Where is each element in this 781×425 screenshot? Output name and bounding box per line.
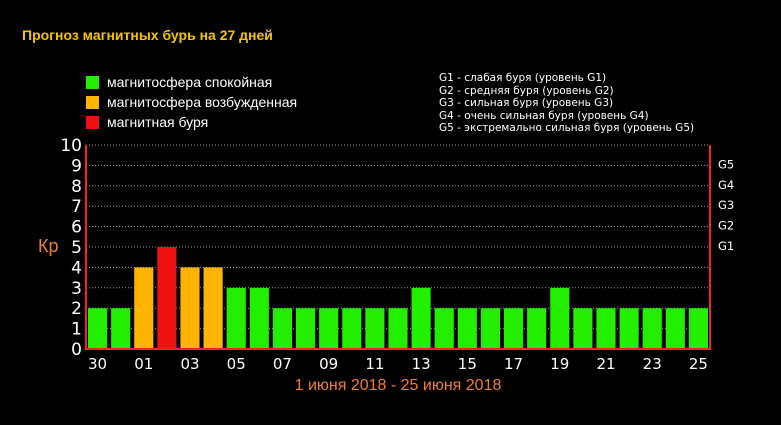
bar <box>550 287 570 349</box>
x-tick-label: 05 <box>227 355 246 373</box>
legend-swatch-calm <box>86 75 99 89</box>
legend-swatch-storm <box>86 115 99 129</box>
bar <box>480 308 500 349</box>
bar <box>272 308 292 349</box>
bar <box>111 308 131 349</box>
bar <box>88 308 108 349</box>
y-tick-label: 6 <box>71 218 82 238</box>
x-tick-label: 25 <box>689 355 708 373</box>
x-tick-label: 21 <box>596 355 615 373</box>
bar <box>203 267 223 349</box>
bar <box>157 247 177 349</box>
x-tick-label: 03 <box>180 355 199 373</box>
storm-scale-g1: G1 - слабая буря (уровень G1) <box>439 72 607 84</box>
y-tick-label: 7 <box>71 197 82 217</box>
legend-label-calm: магнитосфера спокойная <box>107 74 273 90</box>
bar <box>342 308 362 349</box>
x-tick-label: 23 <box>643 355 662 373</box>
storm-scale-g2: G2 - средняя буря (уровень G2) <box>439 84 614 97</box>
bar <box>134 267 154 349</box>
bar <box>411 287 431 349</box>
y-tick-label: 8 <box>71 177 82 197</box>
storm-level-label: G1 <box>718 239 734 253</box>
x-tick-label: 01 <box>134 355 153 373</box>
legend: магнитосфера спокойная магнитосфера возб… <box>86 72 297 132</box>
bar <box>619 308 639 349</box>
storm-scale-g5: G5 - экстремально сильная буря (уровень … <box>439 122 695 134</box>
legend-label-storm: магнитная буря <box>107 114 209 130</box>
legend-item-storm: магнитная буря <box>86 112 297 132</box>
bar <box>688 308 708 349</box>
y-tick-label: 10 <box>60 136 82 156</box>
bar <box>319 308 339 349</box>
legend-swatch-excited <box>86 95 99 109</box>
bar <box>434 308 454 349</box>
chart-title: Прогноз магнитных бурь на 27 дней <box>22 27 273 43</box>
bar <box>665 308 685 349</box>
bar <box>527 308 547 349</box>
y-tick-label: 1 <box>71 320 82 340</box>
x-tick-label: 07 <box>273 355 292 373</box>
x-axis-label: 1 июня 2018 - 25 июня 2018 <box>294 377 502 394</box>
bar <box>457 308 477 349</box>
bar <box>226 287 246 349</box>
x-tick-label: 15 <box>458 355 477 373</box>
bar <box>249 287 269 349</box>
storm-scale-g3: G3 - сильная буря (уровень G3) <box>439 97 614 109</box>
y-tick-label: 4 <box>71 258 82 278</box>
bar <box>180 267 200 349</box>
y-tick-label: 3 <box>71 279 82 299</box>
y-tick-label: 5 <box>71 238 82 258</box>
bar <box>596 308 616 349</box>
x-tick-label: 17 <box>504 355 523 373</box>
bar <box>504 308 524 349</box>
y-tick-label: 2 <box>71 299 82 319</box>
storm-scale-legend: G1 - слабая буря (уровень G1) G2 - средн… <box>439 72 694 135</box>
y-axis-label: Кр <box>38 236 59 256</box>
x-tick-label: 11 <box>365 355 384 373</box>
x-tick-label: 13 <box>412 355 431 373</box>
bar <box>573 308 593 349</box>
y-tick-label: 0 <box>71 340 82 360</box>
x-tick-label: 09 <box>319 355 338 373</box>
x-tick-label: 30 <box>88 355 107 373</box>
bar <box>642 308 662 349</box>
bar <box>388 308 408 349</box>
legend-item-excited: магнитосфера возбужденная <box>86 92 297 112</box>
x-tick-label: 19 <box>550 355 569 373</box>
bar <box>296 308 316 349</box>
storm-level-label: G2 <box>718 219 734 233</box>
storm-level-label: G5 <box>718 157 734 171</box>
legend-label-excited: магнитосфера возбужденная <box>107 94 298 110</box>
storm-level-label: G4 <box>718 178 734 192</box>
y-tick-label: 9 <box>71 156 82 176</box>
storm-scale-g4: G4 - очень сильная буря (уровень G4) <box>439 109 649 122</box>
storm-level-label: G3 <box>718 198 734 212</box>
bar <box>365 308 385 349</box>
legend-item-calm: магнитосфера спокойная <box>86 72 297 92</box>
